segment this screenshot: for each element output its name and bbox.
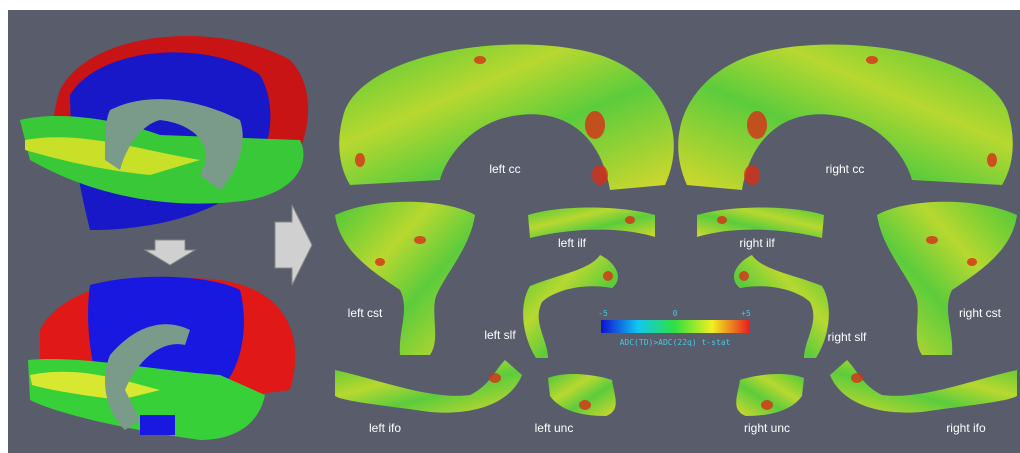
colorbar-gradient	[601, 320, 749, 333]
arrow-down	[143, 239, 197, 266]
fiber-tracts	[20, 35, 309, 231]
arrow-right	[274, 204, 313, 286]
colorbar-title: ADC(TD)>ADC(22q) t-stat	[620, 338, 731, 347]
left-surfaces	[335, 44, 674, 416]
label: right unc	[744, 421, 790, 435]
labels: left cc right cc left ilf right ilf left…	[348, 162, 1002, 435]
colorbar-tick: 0	[673, 309, 678, 318]
colorbar-tick: +5	[741, 309, 751, 318]
tract-surfaces	[28, 276, 296, 440]
colorbar: -5 0 +5 ADC(TD)>ADC(22q) t-stat	[598, 309, 751, 347]
label: right ilf	[739, 236, 775, 250]
label: left cc	[489, 162, 520, 176]
label: right cst	[959, 306, 1002, 320]
colorbar-tick: -5	[598, 309, 608, 318]
label: right cc	[826, 162, 865, 176]
label: right slf	[828, 330, 867, 344]
label: left slf	[484, 328, 516, 342]
label: left ifo	[369, 421, 401, 435]
label: left cst	[348, 306, 383, 320]
label: right ifo	[946, 421, 986, 435]
label: left unc	[535, 421, 574, 435]
label: left ilf	[558, 236, 587, 250]
